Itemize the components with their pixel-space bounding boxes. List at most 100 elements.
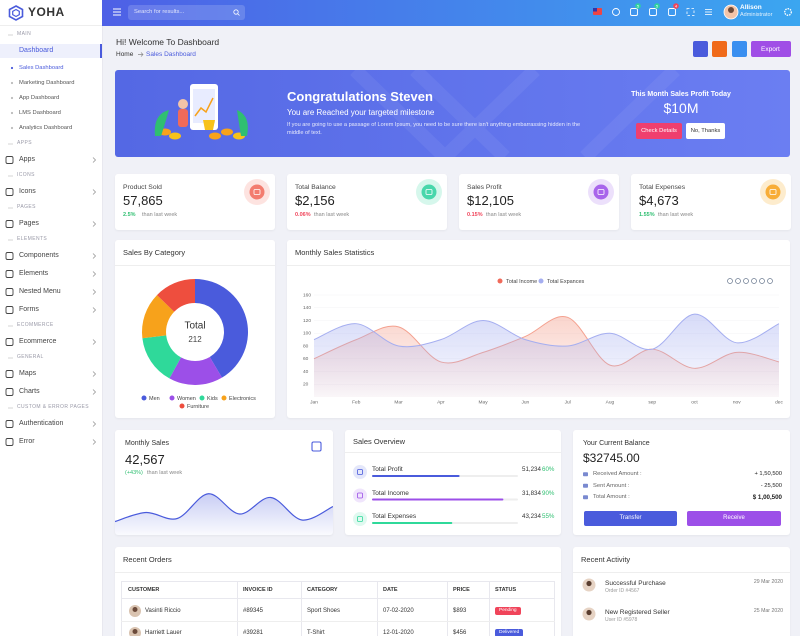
badge-count: 5	[637, 4, 639, 8]
table-header: CUSTOMER	[128, 587, 160, 593]
action-button[interactable]	[693, 41, 708, 57]
stat-icon-fg	[421, 184, 437, 200]
sidebar-heading: GENERAL	[17, 354, 44, 360]
overview-card: Sales Overview Total Profit 51,234 60% Total…	[345, 430, 561, 535]
x-tick-label: Aug	[606, 399, 615, 405]
balance-row-value: + 1,50,500	[754, 471, 782, 477]
submenu-item[interactable]: Sales Dashboard	[19, 64, 64, 71]
stat-icon-glyph	[253, 189, 261, 195]
stat-note: than last week	[658, 212, 694, 218]
menu-item[interactable]: Icons	[19, 187, 36, 195]
fullscreen-icon	[686, 8, 695, 16]
legend-swatch	[179, 403, 185, 409]
sidebar-heading: PAGES	[17, 204, 36, 210]
submenu-item[interactable]: App Dashboard	[19, 94, 60, 101]
badge-count: 4	[675, 4, 677, 8]
stat-icon	[244, 179, 270, 205]
badge	[673, 3, 679, 9]
monthly-sales-change: (+43%)	[125, 470, 143, 476]
receive-button[interactable]: Receive	[687, 511, 781, 526]
coin	[221, 128, 233, 136]
menu-icon	[5, 220, 14, 228]
balance-row-icon	[583, 495, 588, 500]
menu-item[interactable]: Error	[19, 437, 35, 445]
search-box[interactable]	[128, 5, 245, 20]
transfer-button[interactable]: Transfer	[584, 511, 677, 526]
menu-item[interactable]: Maps	[19, 369, 37, 377]
x-tick-label: nov	[733, 400, 741, 405]
sidebar-heading: ELEMENTS	[17, 236, 48, 242]
submenu-item[interactable]: Analytics Dashboard	[19, 124, 73, 131]
menu-item[interactable]: Dashboard	[19, 46, 54, 54]
no-thanks-button[interactable]: No, Thanks	[686, 123, 725, 139]
overview-label: Total Income	[372, 489, 409, 497]
x-tick-label: May	[479, 399, 489, 405]
x-tick-label: Jan	[310, 399, 318, 405]
donut-total-label: Total	[184, 321, 205, 332]
stat-label: Sales Profit	[467, 184, 502, 191]
menu-item[interactable]: Ecommerce	[19, 337, 57, 345]
overview-icon	[357, 469, 363, 475]
menu-icon	[5, 188, 14, 196]
submenu-item[interactable]: LMS Dashboard	[19, 109, 61, 116]
overview-icon-bg	[353, 465, 367, 479]
table-row-line	[121, 621, 555, 622]
menu-item[interactable]: Nested Menu	[19, 287, 61, 295]
table-cell: #89345	[243, 607, 264, 614]
export-label: Export	[761, 45, 780, 53]
logo-hex	[8, 5, 24, 21]
menu-item[interactable]: Pages	[19, 219, 39, 227]
export-button[interactable]	[751, 41, 791, 57]
donut-chart: Total 212 Men Women Kids Electronics Furniture	[141, 279, 256, 410]
menu-item[interactable]: Apps	[19, 155, 35, 163]
welcome-banner: Congratulations Steven You are Reached yo…	[115, 70, 790, 157]
balance-amount: $32745.00	[583, 451, 640, 465]
active-band	[0, 44, 101, 58]
check-details-button[interactable]: Check Details	[636, 123, 682, 139]
breadcrumb-home[interactable]: Home	[116, 51, 134, 58]
legend-label: Women	[177, 396, 196, 402]
donut-segment	[169, 356, 222, 385]
y-tick-label: 20	[303, 382, 309, 388]
toolbar-icon	[735, 278, 741, 284]
card-divider	[115, 265, 275, 266]
x-tick-label: Jun	[521, 399, 529, 405]
badge	[654, 3, 660, 9]
profit-title: This Month Sales Profit Today	[631, 91, 731, 98]
menu-chevron	[92, 371, 97, 377]
menu-icon	[5, 156, 14, 164]
action-button[interactable]	[732, 41, 747, 57]
menu-chevron	[92, 389, 97, 395]
monthly-sales-value: 42,567	[125, 452, 165, 467]
overview-label: Total Expenses	[372, 513, 417, 520]
legend-label: Furniture	[187, 404, 209, 410]
card-divider	[573, 572, 790, 573]
category-card: Sales By Category Total 212 Men Women Kids Ele…	[115, 240, 275, 418]
stat-note: than last week	[314, 212, 350, 218]
submenu-item[interactable]: Marketing Dashboard	[19, 79, 75, 86]
menu-chevron	[92, 253, 97, 259]
donut-segment	[195, 279, 248, 378]
stat-card: Total Balance $2,156 0.06% than last week	[287, 174, 447, 230]
balance-row-value: - 25,500	[760, 482, 782, 489]
action-button[interactable]	[712, 41, 727, 57]
banner-subheading: You are Reached your targeted milestone	[287, 108, 435, 117]
table-header-line	[121, 598, 555, 599]
table-header: PRICE	[453, 587, 470, 593]
legend-swatch	[199, 395, 205, 401]
menu-item[interactable]: Components	[19, 251, 59, 259]
menu-icon	[5, 420, 14, 428]
menu-icon	[5, 252, 14, 260]
menu-item[interactable]: Elements	[19, 269, 49, 277]
menu-item[interactable]: Charts	[19, 387, 40, 395]
card-divider	[115, 572, 561, 573]
menu-item[interactable]: Authentication	[19, 419, 64, 427]
x-tick-label: Jul	[565, 399, 571, 405]
stat-icon-glyph	[597, 189, 605, 195]
card-title: Monthly Sales	[125, 440, 169, 447]
menu-item[interactable]: Forms	[19, 305, 39, 313]
submenu-bullet	[10, 96, 14, 100]
card-title: Sales By Category	[123, 248, 186, 257]
table-cell: Vasinti Riccio	[145, 607, 181, 614]
y-tick-label: 100	[303, 331, 311, 337]
